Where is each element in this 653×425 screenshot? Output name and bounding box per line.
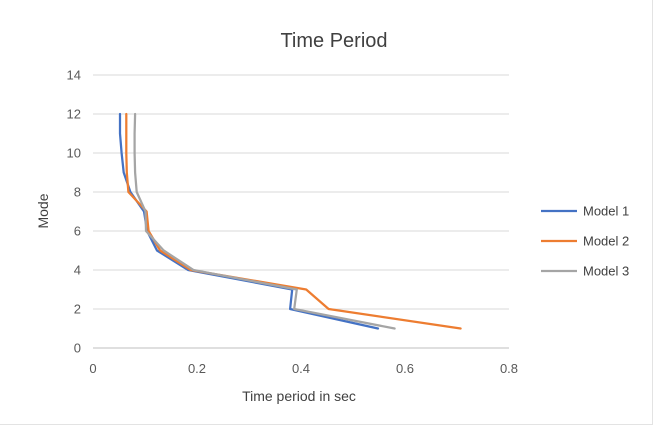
y-tick-label: 4 xyxy=(74,263,81,278)
y-tick-label: 0 xyxy=(74,341,81,356)
x-tick-label: 0.2 xyxy=(188,361,206,376)
legend-label-model-1: Model 1 xyxy=(583,204,629,219)
x-tick-label: 0.4 xyxy=(292,361,310,376)
legend-label-model-3: Model 3 xyxy=(583,264,629,279)
y-tick-label: 14 xyxy=(67,68,81,83)
x-axis-title: Time period in sec xyxy=(242,388,356,404)
x-tick-label: 0.6 xyxy=(396,361,414,376)
y-tick-label: 8 xyxy=(74,185,81,200)
series-line-model-1 xyxy=(118,112,380,330)
legend: Model 1 Model 2 Model 3 xyxy=(541,204,629,279)
series-lines xyxy=(118,112,462,330)
gridlines xyxy=(93,74,509,349)
y-tick-label: 2 xyxy=(74,302,81,317)
x-tick-label: 0 xyxy=(89,361,96,376)
series-line-model-2 xyxy=(125,112,462,330)
series-line-model-3 xyxy=(133,112,396,330)
legend-label-model-2: Model 2 xyxy=(583,234,629,249)
y-tick-label: 12 xyxy=(67,107,81,122)
x-tick-label: 0.8 xyxy=(500,361,518,376)
chart-title: Time Period xyxy=(280,30,387,52)
axes: 0 2 4 6 8 10 12 14 0 0.2 0.4 0.6 0.8 xyxy=(67,68,519,377)
y-tick-label: 6 xyxy=(74,224,81,239)
y-tick-label: 10 xyxy=(67,146,81,161)
y-axis-title: Mode xyxy=(35,193,51,228)
